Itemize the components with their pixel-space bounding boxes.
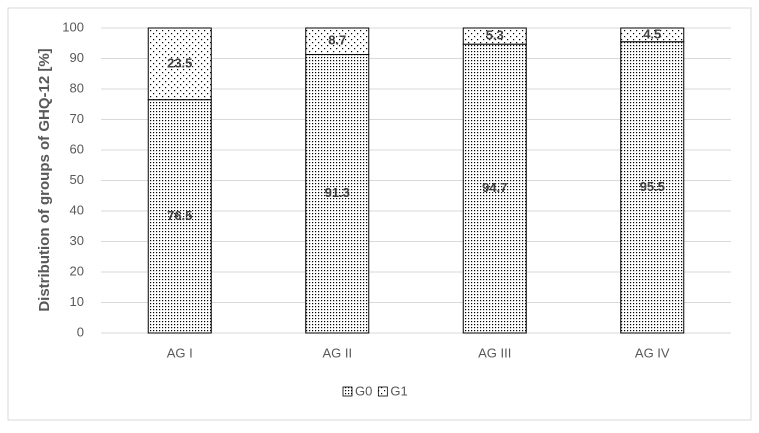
x-tick-label: AG IV bbox=[635, 345, 670, 360]
y-tick-label: 20 bbox=[70, 263, 84, 278]
legend-label: G1 bbox=[390, 383, 407, 398]
legend-swatch bbox=[342, 386, 353, 397]
y-tick-label: 50 bbox=[70, 172, 84, 187]
y-axis-title: Distribution of groups of GHQ-12 [%] bbox=[36, 48, 53, 311]
y-tick-label: 60 bbox=[70, 141, 84, 156]
y-tick-label: 30 bbox=[70, 233, 84, 248]
value-label: 5.3 bbox=[486, 28, 504, 43]
y-tick-label: 0 bbox=[77, 324, 84, 339]
y-tick-label: 70 bbox=[70, 111, 84, 126]
value-label: 94.7 bbox=[482, 180, 507, 195]
value-label: 4.5 bbox=[643, 26, 661, 41]
x-tick-label: AG III bbox=[478, 345, 511, 360]
bar-segment bbox=[147, 27, 212, 101]
legend-swatch bbox=[377, 386, 388, 397]
y-tick-label: 80 bbox=[70, 80, 84, 95]
value-label: 95.5 bbox=[640, 179, 665, 194]
x-tick-label: AG I bbox=[167, 345, 193, 360]
y-tick-label: 10 bbox=[70, 294, 84, 309]
value-label: 23.5 bbox=[167, 55, 192, 70]
x-tick-label: AG II bbox=[322, 345, 352, 360]
value-label: 8.7 bbox=[328, 33, 346, 48]
bar-segment bbox=[462, 27, 527, 45]
legend-label: G0 bbox=[355, 383, 372, 398]
y-tick-label: 90 bbox=[70, 50, 84, 65]
bar-segment bbox=[305, 27, 370, 56]
bar-segment bbox=[620, 27, 685, 43]
value-label: 91.3 bbox=[325, 185, 350, 200]
y-tick-label: 40 bbox=[70, 202, 84, 217]
value-label: 76.5 bbox=[167, 208, 192, 223]
y-tick-label: 100 bbox=[62, 19, 84, 34]
bar-segment bbox=[620, 41, 685, 334]
bar-segment bbox=[147, 99, 212, 334]
bar-segment bbox=[305, 54, 370, 334]
